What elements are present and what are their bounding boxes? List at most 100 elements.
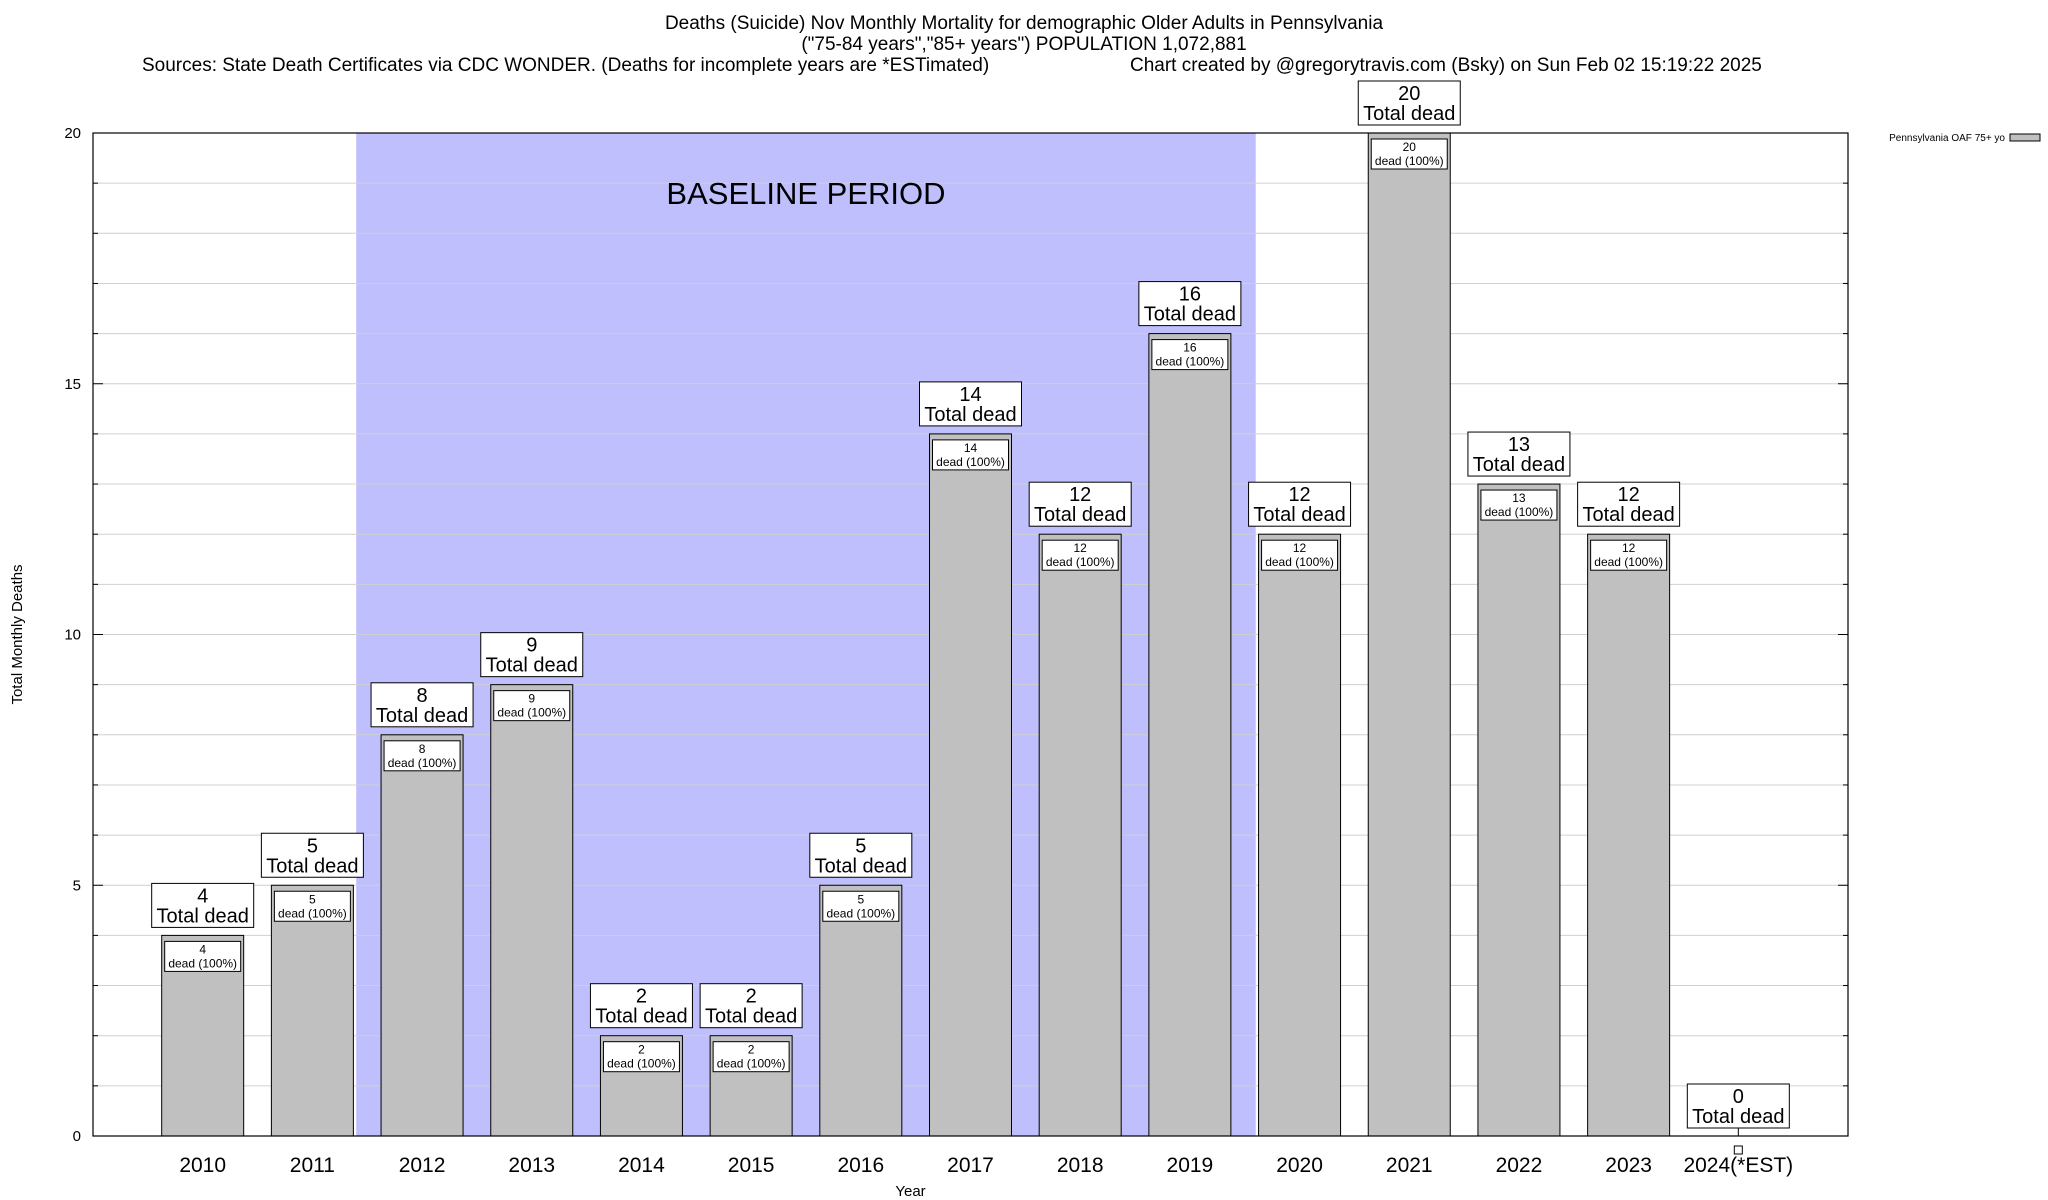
y-tick-label: 10 [64,627,81,644]
y-tick-label: 5 [73,877,81,894]
x-tick-label: 2010 [179,1154,226,1177]
bar [1038,533,1122,1137]
total-callout-label: Total dead [1363,103,1455,125]
x-tick-label: 2023 [1605,1154,1652,1177]
x-tick-label: 2019 [1167,1154,1214,1177]
total-callout-value: 0 [1733,1086,1744,1108]
credit-text: Chart created by @gregorytravis.com (Bsk… [1130,55,1762,76]
total-callout-label: Total dead [924,404,1016,426]
x-axis-label: Year [895,1183,925,1200]
sources-text: Sources: State Death Certificates via CD… [142,55,990,76]
bar-percent-label: dead (100%) [1265,555,1334,569]
total-callout-box [1248,481,1352,527]
bar-percent-label: dead (100%) [936,455,1005,469]
total-callout-value: 14 [959,384,981,406]
x-tick-label: 2015 [728,1154,775,1177]
zero-marker [1733,1145,1743,1155]
bar-value-label: 12 [1622,541,1636,555]
total-callout-box [589,983,693,1029]
plot-frame [92,132,1849,1137]
y-axis-label: Total Monthly Deaths [9,564,26,704]
total-callout-value: 4 [197,885,208,907]
bar [819,884,903,1137]
total-callout-value: 8 [417,685,428,707]
chart-title: Deaths (Suicide) Nov Monthly Mortality f… [664,13,1384,34]
bar-percent-label: dead (100%) [1046,555,1115,569]
bar-percent-label: dead (100%) [168,956,237,970]
total-callout-label: Total dead [157,905,249,927]
total-callout-box [1686,1083,1790,1129]
total-callout-value: 12 [1288,484,1310,506]
bar-percent-label: dead (100%) [1594,555,1663,569]
bar-label-box [383,740,461,772]
bar-label-box [822,890,900,922]
total-callout-value: 12 [1618,484,1640,506]
bar-value-label: 2 [638,1043,645,1057]
total-callout-value: 12 [1069,484,1091,506]
bar-value-label: 4 [199,942,206,956]
bar-percent-label: dead (100%) [717,1057,786,1071]
legend-label: Pennsylvania OAF 75+ yo [1889,133,2005,144]
x-tick-label: 2020 [1276,1154,1323,1177]
total-callout-box [1138,281,1242,327]
total-callout-label: Total dead [1582,504,1674,526]
bar-label-box [602,1041,680,1073]
bar-value-label: 13 [1512,491,1526,505]
x-tick-label: 2021 [1386,1154,1433,1177]
total-callout-label: Total dead [1473,454,1565,476]
bar [1258,533,1342,1137]
total-callout-value: 9 [526,635,537,657]
bar-percent-label: dead (100%) [826,906,895,920]
x-tick-label: 2017 [947,1154,994,1177]
total-callout-value: 2 [636,986,647,1008]
bar-value-label: 16 [1183,341,1197,355]
y-tick-label: 15 [64,376,81,393]
bar [1367,132,1451,1137]
bar-label-box [1480,489,1558,521]
baseline-period-label: BASELINE PERIOD [666,176,945,211]
bar [1477,483,1561,1137]
bar-value-label: 20 [1403,140,1417,154]
total-callout-label: Total dead [1253,504,1345,526]
bar-value-label: 14 [964,441,978,455]
total-callout-value: 5 [307,835,318,857]
total-callout-box [151,882,255,928]
y-tick-label: 0 [73,1128,81,1145]
total-callout-label: Total dead [486,655,578,677]
total-callout-box [1357,80,1461,126]
total-callout-box [1467,431,1571,477]
total-callout-label: Total dead [1692,1106,1784,1128]
legend-swatch [2009,133,2041,142]
bar [929,433,1012,1137]
total-callout-value: 2 [746,986,757,1008]
total-callout-box [1028,481,1132,527]
bar-percent-label: dead (100%) [497,706,566,720]
x-tick-label: 2013 [508,1154,555,1177]
total-callout-value: 20 [1398,83,1420,105]
bar-label-box [493,690,571,722]
total-callout-box [919,381,1022,427]
total-callout-label: Total dead [1144,304,1236,326]
total-callout-label: Total dead [705,1006,797,1028]
bar-value-label: 12 [1293,541,1307,555]
bar-label-box [1370,138,1448,170]
bar [1587,533,1671,1137]
total-callout-value: 5 [855,835,866,857]
bar-percent-label: dead (100%) [278,906,347,920]
bar-label-box [273,890,351,922]
bar-label-box [1261,539,1339,571]
total-callout-label: Total dead [376,705,468,727]
bar-value-label: 8 [419,742,426,756]
bar-value-label: 5 [309,892,316,906]
total-callout-box [480,632,584,678]
bar-value-label: 5 [857,892,864,906]
bar-value-label: 2 [748,1043,755,1057]
bar-value-label: 12 [1074,541,1088,555]
chart-subtitle: ("75-84 years","85+ years") POPULATION 1… [801,34,1247,55]
bar [270,884,354,1137]
total-callout-label: Total dead [815,855,907,877]
total-callout-label: Total dead [266,855,358,877]
bar-label-box [164,940,242,972]
bar-percent-label: dead (100%) [1375,154,1444,168]
